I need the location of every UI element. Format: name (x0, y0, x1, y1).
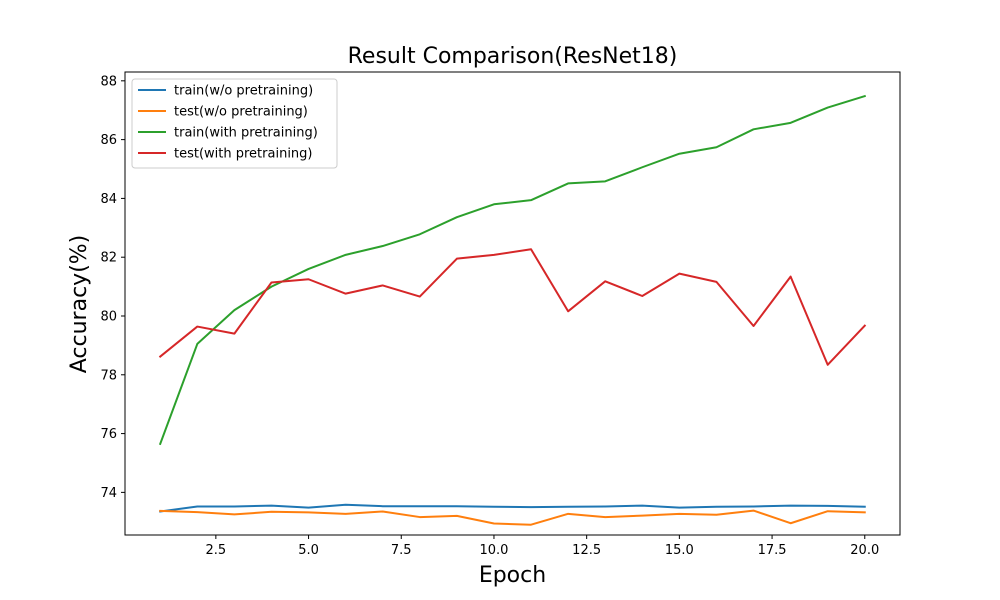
y-axis-label: Accuracy(%) (67, 235, 92, 374)
x-tick-label: 7.5 (391, 543, 412, 558)
legend-label: train(with pretraining) (174, 126, 318, 141)
x-tick-label: 10.0 (479, 543, 508, 558)
y-tick-label: 86 (100, 133, 117, 148)
series-line-4 (158, 248, 867, 366)
x-axis-label: Epoch (479, 563, 546, 588)
y-tick-label: 78 (100, 368, 117, 383)
y-tick-label: 82 (100, 251, 117, 266)
legend-label: test(w/o pretraining) (174, 105, 308, 120)
x-tick-label: 15.0 (665, 543, 694, 558)
y-tick-label: 76 (100, 427, 117, 442)
x-axis-ticks: 2.5 5.0 7.5 10.0 12.5 15.0 17.5 20.0 (206, 535, 879, 558)
series-layer (158, 94, 867, 526)
x-tick-label: 12.5 (572, 543, 601, 558)
legend: train(w/o pretraining) test(w/o pretraini… (131, 78, 338, 169)
x-tick-label: 20.0 (850, 543, 879, 558)
y-tick-label: 80 (100, 309, 117, 324)
y-axis-ticks: 74 76 78 80 82 84 86 88 (100, 74, 125, 501)
legend-box (131, 78, 338, 169)
y-tick-label: 84 (100, 192, 117, 207)
chart-title: Result Comparison(ResNet18) (348, 44, 678, 69)
y-tick-label: 74 (100, 486, 117, 501)
x-tick-label: 5.0 (298, 543, 319, 558)
x-tick-label: 17.5 (758, 543, 787, 558)
legend-label: train(w/o pretraining) (174, 84, 313, 99)
series-line-2 (159, 509, 866, 526)
plot-area-frame (124, 71, 901, 536)
series-line-1 (159, 503, 866, 513)
x-tick-label: 2.5 (206, 543, 227, 558)
series-line-3 (158, 94, 867, 446)
legend-label: test(with pretraining) (174, 147, 313, 162)
y-tick-label: 88 (100, 74, 117, 89)
